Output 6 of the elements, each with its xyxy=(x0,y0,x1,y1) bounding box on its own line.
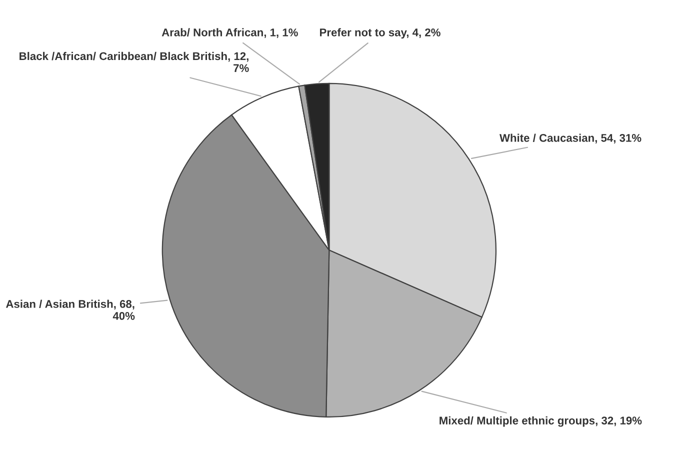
slice-label: Mixed/ Multiple ethnic groups, 32, 19% xyxy=(440,416,642,427)
slice-label: Black /African/ Caribbean/ Black British, 12, 7% xyxy=(20,52,249,72)
slice-label: Asian / Asian British, 68, 40% xyxy=(6,300,135,320)
slice-label: Arab/ North African, 1, 1% xyxy=(162,28,298,38)
slice-label: Prefer not to say, 4, 2% xyxy=(320,28,440,39)
slice-label: White / Caucasian, 54, 31% xyxy=(500,134,642,144)
